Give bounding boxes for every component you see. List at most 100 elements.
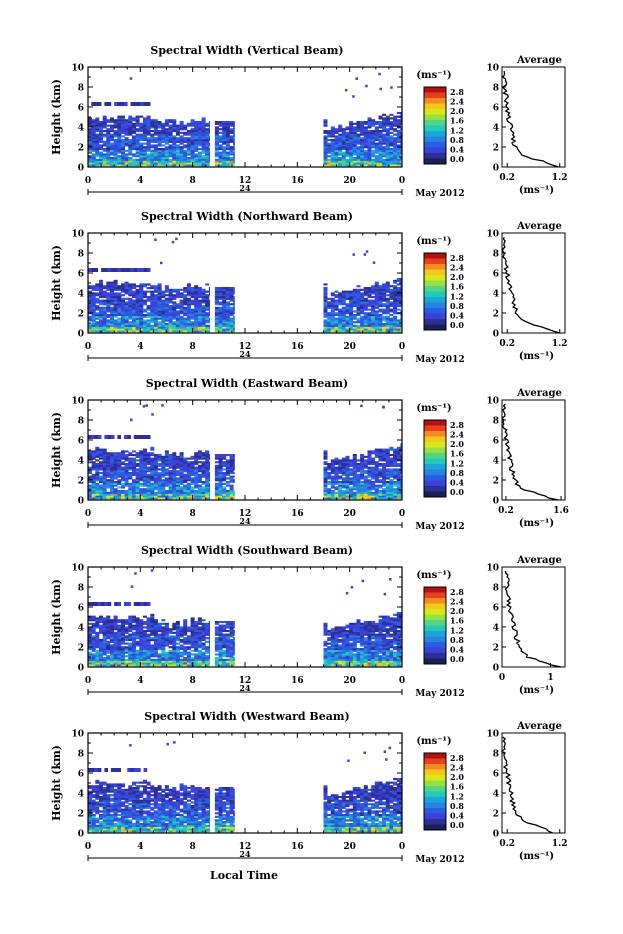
heatmap-cell bbox=[176, 292, 180, 294]
heatmap-cell bbox=[364, 294, 368, 296]
heatmap-cell bbox=[357, 485, 361, 487]
heatmap-cell bbox=[161, 319, 165, 321]
heatmap-cell bbox=[202, 476, 206, 478]
heatmap-cell bbox=[324, 144, 328, 146]
heatmap-cell bbox=[360, 139, 364, 141]
heatmap-cell bbox=[158, 328, 162, 330]
heatmap-cell bbox=[99, 463, 103, 465]
heatmap-cell bbox=[132, 330, 136, 332]
heatmap-cell bbox=[379, 310, 383, 312]
heatmap-cell bbox=[364, 300, 368, 302]
heatmap-cell bbox=[175, 238, 178, 241]
heatmap-cell bbox=[136, 474, 140, 476]
heatmap-cell bbox=[327, 472, 331, 474]
heatmap-cell bbox=[136, 155, 140, 157]
heatmap-cell bbox=[154, 458, 158, 460]
heatmap-cell bbox=[147, 283, 151, 285]
heatmap-cell bbox=[180, 470, 184, 472]
heatmap-cell bbox=[92, 481, 96, 483]
heatmap-cell bbox=[379, 130, 383, 132]
heatmap-cell bbox=[389, 135, 393, 137]
heatmap-cell bbox=[125, 164, 129, 166]
heatmap-cell bbox=[169, 328, 173, 330]
heatmap-cell bbox=[389, 474, 393, 476]
heatmap-cell bbox=[99, 328, 103, 330]
heatmap-cell bbox=[335, 461, 339, 463]
heatmap-cell bbox=[215, 465, 219, 467]
heatmap-cell bbox=[92, 497, 96, 499]
heatmap-cell bbox=[92, 319, 96, 321]
heatmap-cell bbox=[121, 323, 125, 325]
heatmap-cell bbox=[205, 135, 209, 137]
heatmap-cell bbox=[99, 619, 103, 621]
heatmap-cell bbox=[360, 162, 364, 164]
heatmap-cell bbox=[169, 121, 173, 123]
heatmap-cell bbox=[125, 126, 129, 128]
heatmap-cell bbox=[95, 497, 99, 499]
heatmap-cell bbox=[154, 144, 158, 146]
heatmap-cell bbox=[226, 470, 230, 472]
heatmap-cell bbox=[125, 497, 129, 499]
heatmap-cell bbox=[136, 490, 140, 492]
heatmap-cell bbox=[114, 134, 118, 136]
heatmap-cell bbox=[106, 282, 110, 284]
heatmap-cell bbox=[198, 123, 202, 125]
heatmap-cell bbox=[389, 294, 393, 296]
heatmap-cell bbox=[346, 485, 350, 487]
heatmap-cell bbox=[335, 483, 339, 485]
avg-y-tick-label: 2 bbox=[493, 144, 499, 154]
heatmap-cell bbox=[335, 458, 339, 460]
heatmap-cell bbox=[158, 485, 162, 487]
heatmap-cell bbox=[205, 492, 209, 494]
heatmap-cell bbox=[205, 301, 209, 303]
heatmap-cell bbox=[324, 303, 328, 305]
heatmap-cell bbox=[125, 125, 129, 127]
heatmap-cell bbox=[136, 292, 140, 294]
heatmap-cell bbox=[338, 328, 342, 330]
heatmap-cell bbox=[379, 452, 383, 454]
heatmap-cell bbox=[180, 303, 184, 305]
heatmap-cell bbox=[161, 152, 165, 154]
heatmap-cell bbox=[230, 139, 234, 141]
heatmap-cell bbox=[158, 472, 162, 474]
heatmap-cell bbox=[202, 312, 206, 314]
heatmap-cell bbox=[110, 621, 114, 623]
heatmap-cell bbox=[198, 152, 202, 154]
heatmap-cell bbox=[335, 128, 339, 130]
heatmap-cell bbox=[368, 463, 372, 465]
heatmap-cell bbox=[147, 314, 151, 316]
heatmap-cell bbox=[335, 477, 339, 479]
heatmap-cell bbox=[379, 117, 383, 119]
heatmap-cell bbox=[144, 268, 148, 272]
heatmap-cell bbox=[209, 492, 210, 494]
heatmap-cell bbox=[106, 294, 110, 296]
heatmap-cell bbox=[131, 268, 135, 272]
heatmap-cell bbox=[117, 119, 121, 121]
heatmap-cell bbox=[99, 280, 103, 282]
heatmap-cell bbox=[194, 134, 198, 136]
heatmap-cell bbox=[172, 291, 176, 293]
heatmap-cell bbox=[106, 161, 110, 163]
heatmap-cell bbox=[357, 139, 361, 141]
heatmap-cell bbox=[180, 472, 184, 474]
heatmap-cell bbox=[103, 661, 107, 663]
heatmap-cell bbox=[191, 137, 195, 139]
heatmap-cell bbox=[117, 102, 121, 106]
heatmap-cell bbox=[233, 492, 235, 494]
colorbar: 2.82.42.01.61.20.80.40.0(ms⁻¹) bbox=[416, 403, 464, 498]
heatmap-cell bbox=[346, 319, 350, 321]
heatmap-cell bbox=[158, 148, 162, 150]
heatmap-cell bbox=[360, 490, 364, 492]
heatmap-cell bbox=[353, 134, 357, 136]
heatmap-cell bbox=[183, 157, 187, 159]
heatmap-cell bbox=[114, 119, 118, 121]
heatmap-cell bbox=[219, 483, 223, 485]
x-tick-label: 0 bbox=[85, 509, 91, 519]
heatmap-cell bbox=[128, 494, 132, 496]
heatmap-cell bbox=[180, 148, 184, 150]
heatmap-cell bbox=[139, 468, 143, 470]
heatmap-cell bbox=[209, 477, 210, 479]
heatmap-cell bbox=[346, 298, 350, 300]
heatmap-cell bbox=[233, 121, 235, 123]
heatmap-cell bbox=[331, 323, 335, 325]
